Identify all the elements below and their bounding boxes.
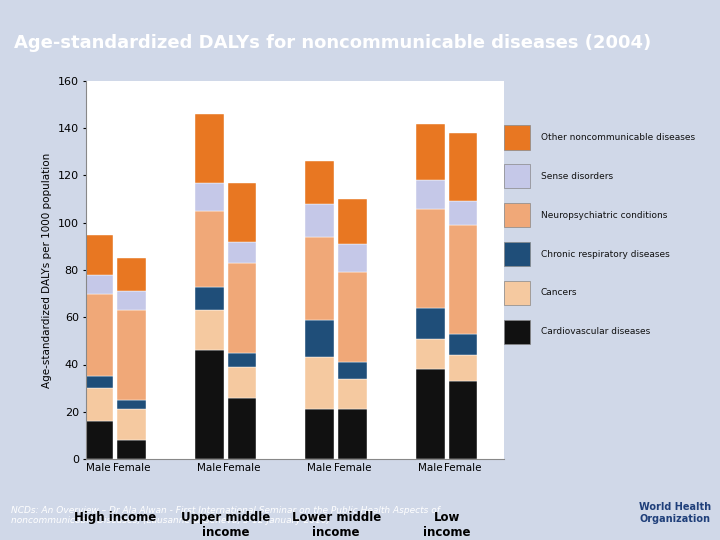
Bar <box>416 339 445 369</box>
Bar <box>228 241 256 263</box>
FancyBboxPatch shape <box>504 203 530 227</box>
Bar <box>305 320 334 357</box>
Bar <box>338 379 367 409</box>
FancyBboxPatch shape <box>504 125 530 150</box>
Bar <box>449 334 477 355</box>
Bar <box>449 133 477 201</box>
Bar <box>449 201 477 225</box>
Text: Chronic respiratory diseases: Chronic respiratory diseases <box>541 249 670 259</box>
Bar <box>84 234 113 275</box>
FancyBboxPatch shape <box>504 164 530 188</box>
FancyBboxPatch shape <box>504 320 530 344</box>
Bar <box>195 310 223 350</box>
Bar <box>195 350 223 459</box>
Bar <box>117 310 145 400</box>
Bar <box>84 388 113 421</box>
Text: Cancers: Cancers <box>541 288 577 298</box>
Bar <box>416 308 445 339</box>
Text: World Health
Organization: World Health Organization <box>639 502 711 524</box>
Bar <box>117 291 145 310</box>
Bar <box>228 353 256 367</box>
Bar <box>195 114 223 183</box>
Bar <box>338 362 367 379</box>
Bar <box>195 287 223 310</box>
Text: Low
income: Low income <box>423 511 470 539</box>
Bar <box>84 275 113 294</box>
Text: NCDs: An Overview – Dr Ala Alwan - First International Seminar on the Public Hea: NCDs: An Overview – Dr Ala Alwan - First… <box>11 506 440 525</box>
Bar <box>228 263 256 353</box>
Bar <box>117 409 145 440</box>
Bar <box>84 294 113 376</box>
Bar <box>84 376 113 388</box>
Text: High income: High income <box>74 511 156 524</box>
Bar <box>416 124 445 180</box>
Text: Other noncommunicable diseases: Other noncommunicable diseases <box>541 133 695 142</box>
Bar <box>416 208 445 308</box>
Bar <box>449 381 477 459</box>
Bar <box>228 183 256 241</box>
Bar <box>338 199 367 244</box>
Bar <box>84 421 113 459</box>
Bar <box>338 272 367 362</box>
Bar <box>338 244 367 272</box>
Bar <box>117 440 145 459</box>
Text: Sense disorders: Sense disorders <box>541 172 613 181</box>
FancyBboxPatch shape <box>504 281 530 305</box>
Bar <box>305 357 334 409</box>
Bar <box>195 211 223 287</box>
Bar <box>305 237 334 320</box>
Bar <box>117 400 145 409</box>
Bar <box>117 258 145 291</box>
Bar <box>195 183 223 211</box>
Bar <box>449 225 477 334</box>
Bar <box>228 397 256 459</box>
Bar <box>228 367 256 397</box>
Y-axis label: Age-standardized DALYs per 1000 population: Age-standardized DALYs per 1000 populati… <box>42 152 52 388</box>
Text: Upper middle
income: Upper middle income <box>181 511 270 539</box>
Text: Cardiovascular diseases: Cardiovascular diseases <box>541 327 650 336</box>
Text: Lower middle
income: Lower middle income <box>292 511 381 539</box>
Bar <box>416 180 445 208</box>
Bar <box>449 355 477 381</box>
FancyBboxPatch shape <box>504 242 530 266</box>
Bar <box>305 204 334 237</box>
Bar <box>305 161 334 204</box>
Text: Age-standardized DALYs for noncommunicable diseases (2004): Age-standardized DALYs for noncommunicab… <box>14 34 652 52</box>
Bar <box>338 409 367 459</box>
Text: Neuropsychiatric conditions: Neuropsychiatric conditions <box>541 211 667 220</box>
Bar <box>305 409 334 459</box>
Bar <box>416 369 445 459</box>
